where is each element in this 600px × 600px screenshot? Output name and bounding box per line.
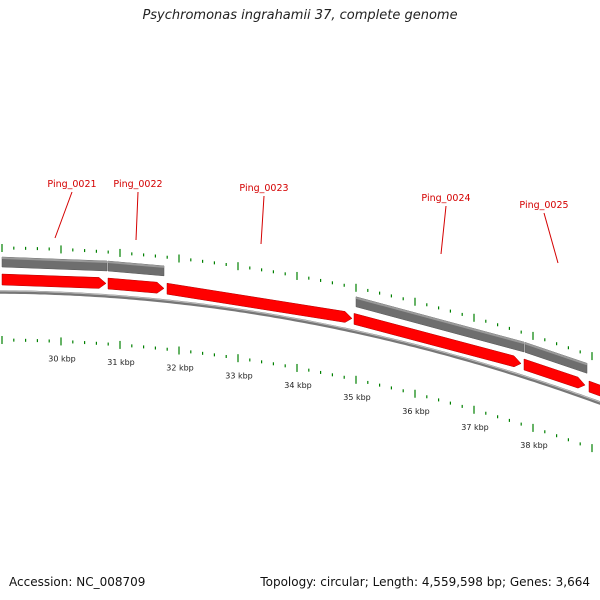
axis-tick-label: 34 kbp xyxy=(284,381,312,390)
genes-value: 3,664 xyxy=(555,575,590,589)
gene-arrow xyxy=(353,313,522,368)
tick-track-top xyxy=(1,244,593,361)
axis-labels: 30 kbp 31 kbp 32 kbp 33 kbp 34 kbp 35 kbp 36 k… xyxy=(48,354,548,450)
axis-tick-label: 33 kbp xyxy=(225,371,253,380)
gene-labels: Ping_0021 Ping_0022 Ping_0023 Ping_0024 Ping… xyxy=(47,179,569,264)
gene-label: Ping_0022 xyxy=(113,179,162,190)
genome-backbone xyxy=(0,290,600,405)
forward-gene-track xyxy=(1,273,600,397)
accession-label: Accession: xyxy=(9,575,73,589)
gene-label: Ping_0023 xyxy=(239,183,288,194)
grey-feature-shine xyxy=(107,261,165,268)
gene-leader-line xyxy=(54,191,73,239)
grey-feature-shine xyxy=(524,342,588,366)
gene-label: Ping_0021 xyxy=(47,179,96,190)
accession-value: NC_008709 xyxy=(76,575,146,589)
gene-label: Ping_0025 xyxy=(519,200,568,211)
axis-tick-label: 32 kbp xyxy=(166,364,194,373)
topology-value: circular xyxy=(320,575,365,589)
axis-tick-label: 36 kbp xyxy=(402,407,430,416)
gene-arrow xyxy=(523,358,586,389)
length-label: Length: xyxy=(372,575,419,589)
gene-arrow xyxy=(166,282,353,323)
axis-tick-label: 31 kbp xyxy=(107,358,135,367)
axis-tick-label: 38 kbp xyxy=(520,441,548,450)
genes-label: Genes: xyxy=(509,575,552,589)
tick-track-bottom xyxy=(1,336,593,453)
axis-tick-label: 37 kbp xyxy=(461,423,489,432)
backbone-line xyxy=(0,290,600,405)
grey-feature-shine xyxy=(355,296,525,344)
grey-feature-shine xyxy=(1,257,108,263)
gene-leader-line xyxy=(135,191,139,241)
topology-label: Topology: xyxy=(260,575,317,589)
length-value: 4,559,598 bp xyxy=(421,575,502,589)
axis-tick-label: 30 kbp xyxy=(48,354,76,363)
gene-arrow xyxy=(588,380,600,397)
backbone-highlight xyxy=(0,290,600,403)
grey-feature-track xyxy=(1,256,588,374)
gene-leader-line xyxy=(543,212,559,264)
gene-arrow xyxy=(107,277,165,294)
gene-label: Ping_0024 xyxy=(421,193,470,204)
genome-stats: Topology: circular; Length: 4,559,598 bp… xyxy=(260,575,590,589)
accession-info: Accession: NC_008709 xyxy=(9,575,145,589)
gene-leader-line xyxy=(260,195,265,245)
page-title: Psychromonas ingrahamii 37, complete gen… xyxy=(142,8,458,23)
gene-arrow xyxy=(1,273,107,289)
gene-leader-line xyxy=(440,205,447,255)
axis-tick-label: 35 kbp xyxy=(343,393,371,402)
